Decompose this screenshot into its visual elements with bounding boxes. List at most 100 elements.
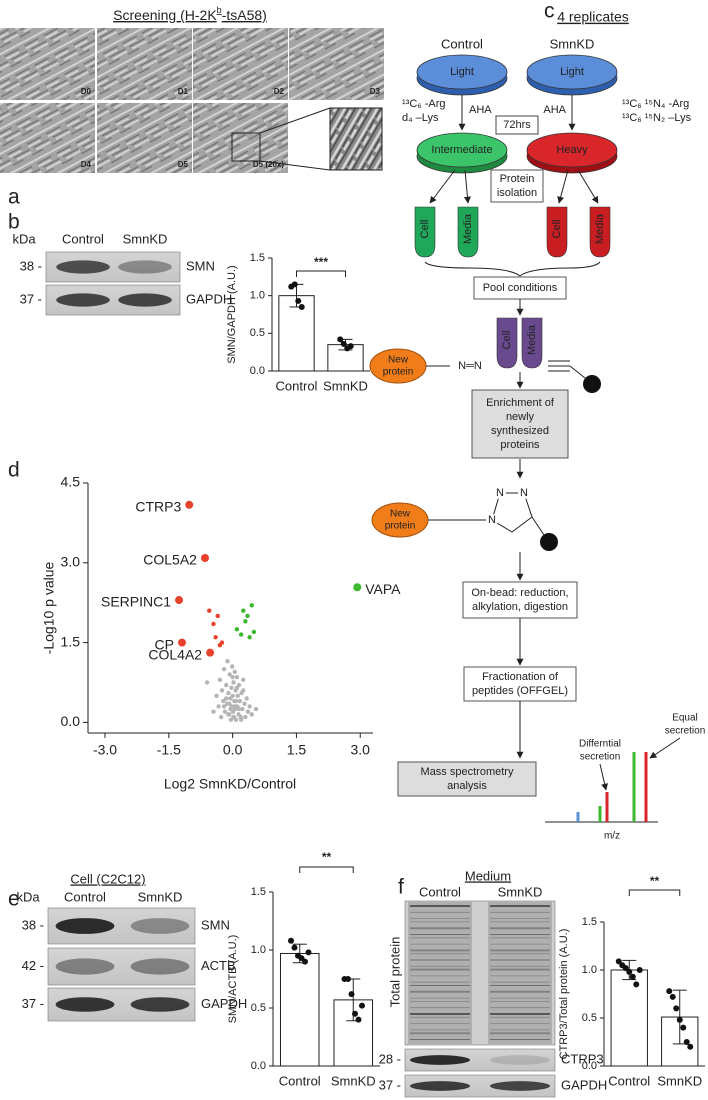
point-label: SERPINC1: [101, 594, 171, 610]
y-tick-label: 1.5: [582, 916, 597, 928]
size-marker: 28 -: [379, 1051, 401, 1066]
significance-label: **: [650, 874, 660, 888]
dish-label: Light: [450, 66, 474, 78]
y-tick-label: 1.0: [250, 290, 265, 302]
y-tick-label: 0.0: [61, 713, 81, 729]
y-tick-label: 1.0: [251, 944, 266, 956]
scatter-point: [204, 680, 210, 685]
step-box: [490, 169, 544, 203]
scatter-point: [241, 608, 246, 613]
point-label: COL5A2: [143, 552, 197, 568]
scatter-point: [228, 706, 233, 712]
scatter-point: [249, 712, 254, 717]
data-point: [291, 281, 298, 288]
lane-label: Control: [64, 889, 106, 904]
blot-strip: [404, 1074, 556, 1098]
x-tick-label: SmnKD: [331, 1073, 376, 1088]
scatter-point: [221, 704, 227, 709]
data-point: [636, 967, 643, 973]
tube: [414, 206, 436, 258]
x-tick-label: -1.5: [157, 742, 181, 758]
data-point: [687, 1043, 694, 1050]
lane-label: SmnKD: [138, 889, 183, 904]
scatter-point: [216, 704, 221, 709]
protein-label: New: [390, 509, 411, 520]
scatter-point: [214, 693, 219, 698]
scatter-point: [251, 629, 257, 635]
tube: [546, 206, 568, 258]
size-marker: 37 -: [22, 996, 44, 1011]
image-label: D4: [81, 160, 92, 169]
y-tick-label: 1.5: [61, 633, 81, 649]
scatter-point: [234, 685, 240, 690]
atom-bg: [486, 514, 498, 526]
step-text: analysis: [447, 780, 487, 792]
step-text: Protein: [500, 173, 535, 185]
x-tick-label: 1.5: [287, 742, 307, 758]
tube-label: Media: [462, 213, 474, 244]
point-label: COL4A2: [148, 646, 202, 662]
y-tick-label: 3.0: [61, 553, 81, 569]
significance-bracket: [296, 270, 346, 277]
lane-label: Control: [62, 231, 104, 246]
blot-strip: [47, 947, 196, 986]
scatter-point: [227, 672, 232, 677]
image-label: D0: [81, 87, 92, 96]
step-text: proteins: [500, 439, 540, 451]
atom-label: N: [488, 514, 496, 526]
scatter-point: [231, 680, 236, 685]
step-text: newly: [506, 411, 535, 423]
panel-label: a: [8, 186, 20, 209]
dish-top: [526, 132, 618, 168]
x-tick-label: SmnKD: [657, 1073, 702, 1088]
image-label: D3: [370, 87, 381, 96]
data-point: [633, 981, 640, 988]
lane-label: Control: [419, 884, 461, 899]
bar: [279, 952, 320, 1067]
peak-note: Equal: [672, 713, 698, 724]
y-axis-label: SMN/GAPDH (A.U.): [226, 265, 238, 363]
blot-band: [130, 958, 190, 975]
step-text: Pool conditions: [483, 282, 558, 294]
point-label: CTRP3: [135, 499, 181, 515]
tube: [521, 317, 543, 369]
scatter-point: [241, 688, 246, 693]
micrograph: [193, 28, 288, 100]
panel-label: e: [8, 888, 20, 911]
scatter-point: [234, 627, 240, 632]
scatter-point: [221, 698, 226, 704]
data-point: [352, 1010, 358, 1017]
x-axis-label: Log2 SmnKD/Control: [164, 776, 296, 792]
micrograph: [97, 103, 192, 173]
y-axis-label: -Log10 p value: [41, 561, 57, 654]
scatter-point: [231, 714, 236, 720]
data-point: [615, 958, 622, 965]
y-tick-label: 0.0: [251, 1060, 266, 1072]
scatter-point: [243, 619, 248, 624]
scatter-point: [238, 717, 244, 722]
data-point: [337, 336, 344, 343]
data-point: [666, 988, 673, 995]
data-point: [302, 958, 308, 965]
scatter-point: [227, 701, 232, 706]
scatter-point: [185, 500, 194, 509]
arrow: [557, 169, 569, 204]
scatter-point: [222, 709, 228, 714]
zoom-inset: [329, 107, 383, 171]
scatter-point: [206, 648, 215, 657]
isotope-label: ¹³C₆ ¹⁵N₂ –Lys: [622, 112, 692, 124]
blot-unit: kDa: [16, 889, 40, 904]
y-axis-label: CTRP3/Total protein (A.U.): [558, 929, 570, 1060]
data-point: [669, 993, 676, 1000]
blot-band: [490, 1055, 550, 1065]
blot-band: [130, 918, 190, 934]
arrow: [577, 169, 599, 204]
y-tick-label: 0.5: [582, 1012, 597, 1024]
bead: [540, 533, 558, 551]
blot-band: [410, 1055, 470, 1065]
dish-top: [416, 54, 508, 90]
peak-note: secretion: [580, 752, 621, 763]
protein-label: New: [388, 355, 409, 366]
panel-a-title: Screening (H-2Kb-tsA58): [113, 5, 267, 22]
scatter-point: [238, 632, 244, 637]
